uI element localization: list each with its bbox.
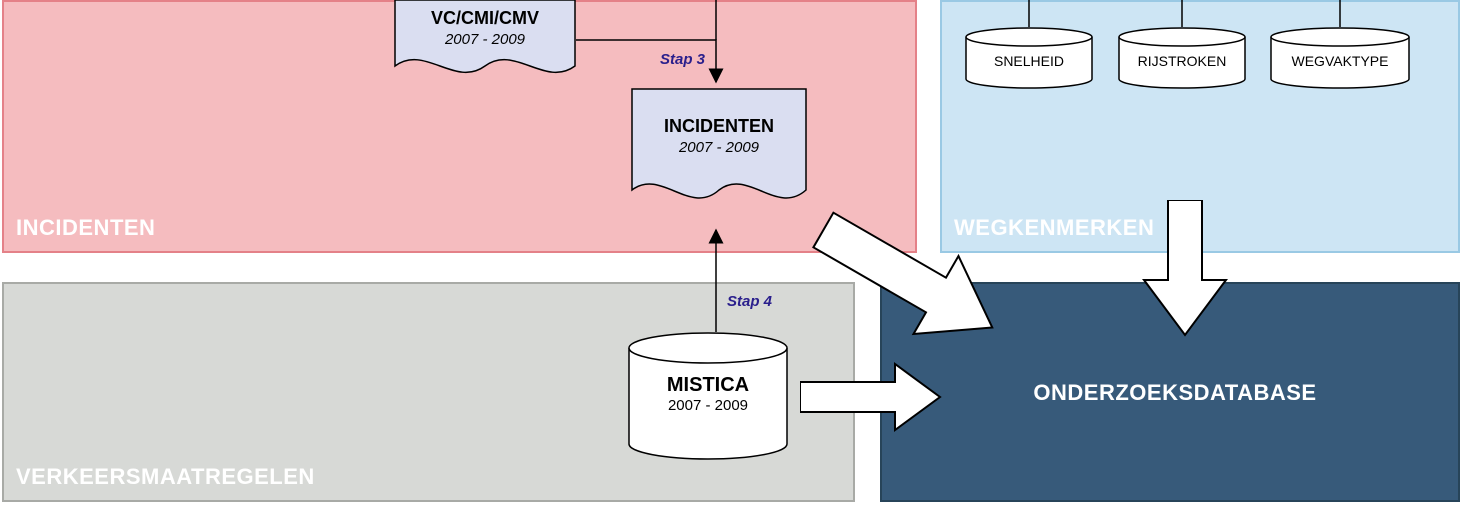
onderzoeksdatabase-label: ONDERZOEKSDATABASE	[1010, 380, 1340, 406]
step-3-label: Stap 3	[660, 51, 705, 68]
doc-vccmicmv-sub: 2007 - 2009	[394, 31, 576, 48]
cylinder-wegvaktype: WEGVAKTYPE	[1270, 27, 1410, 89]
arrow-incidenten-to-db	[800, 210, 1030, 360]
region-verkeersmaatregelen-label: VERKEERSMAATREGELEN	[16, 464, 315, 490]
cylinder-mistica: MISTICA 2007 - 2009	[628, 332, 788, 460]
cylinder-rijstroken: RIJSTROKEN	[1118, 27, 1246, 89]
doc-incidenten-sub: 2007 - 2009	[631, 139, 807, 156]
region-incidenten-label: INCIDENTEN	[16, 215, 155, 241]
arrow-stap3	[576, 0, 776, 100]
doc-vccmicmv-title: VC/CMI/CMV	[394, 8, 576, 29]
doc-vccmicmv: VC/CMI/CMV 2007 - 2009	[394, 0, 576, 88]
doc-incidenten: INCIDENTEN 2007 - 2009	[631, 88, 807, 216]
cylinder-wegvaktype-title: WEGVAKTYPE	[1270, 53, 1410, 69]
cylinder-mistica-title: MISTICA	[628, 374, 788, 397]
cylinder-snelheid-title: SNELHEID	[965, 53, 1093, 69]
cylinder-mistica-sub: 2007 - 2009	[628, 397, 788, 414]
step-4-label: Stap 4	[727, 293, 772, 310]
cylinder-snelheid: SNELHEID	[965, 27, 1093, 89]
weg-cyl-connectors	[940, 0, 1460, 30]
arrow-stap4	[710, 224, 730, 336]
doc-incidenten-title: INCIDENTEN	[631, 116, 807, 137]
arrow-verkeersmaatregelen-to-db	[800, 362, 945, 432]
arrow-wegkenmerken-to-db	[1140, 200, 1230, 340]
cylinder-rijstroken-title: RIJSTROKEN	[1118, 53, 1246, 69]
